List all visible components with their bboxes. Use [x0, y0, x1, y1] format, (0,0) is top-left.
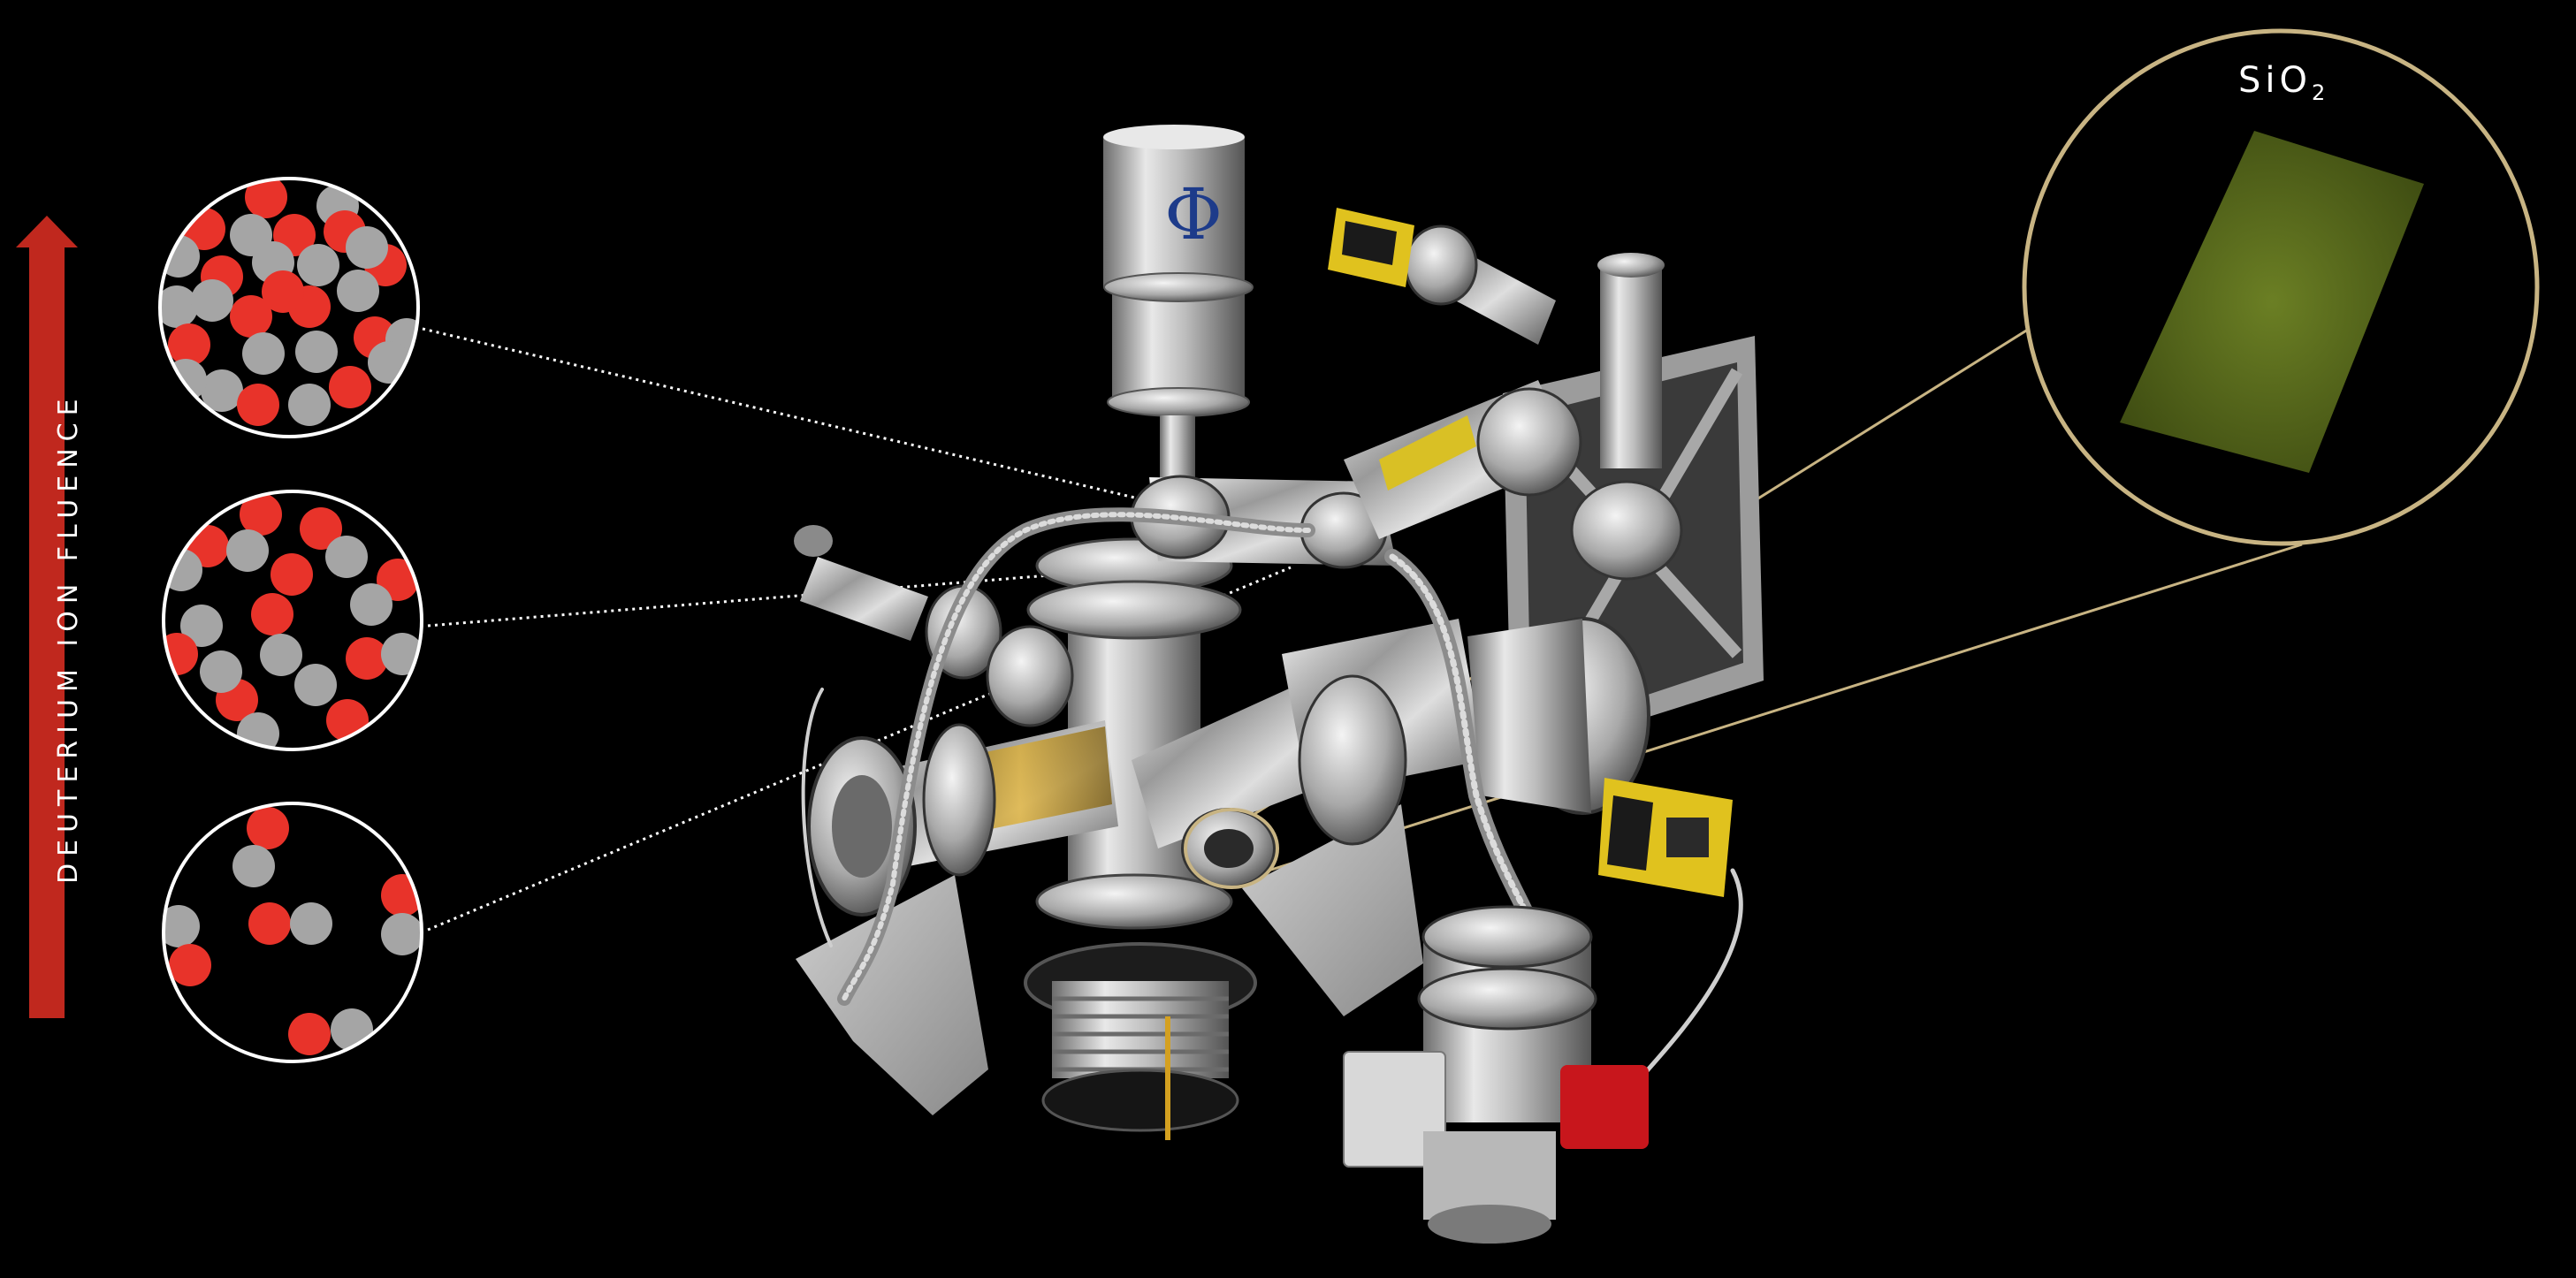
deuterium-atom	[245, 179, 287, 218]
fluence-arrow-head	[16, 216, 78, 247]
deuterium-atom	[237, 384, 279, 426]
lattice-atom	[346, 226, 388, 269]
sample-leader-lower	[1268, 543, 2303, 872]
view-port	[1132, 672, 1344, 889]
vacuum-chamber-apparatus: Φ	[794, 125, 1764, 1244]
lattice-atom	[290, 902, 332, 945]
lattice-atom	[164, 359, 207, 401]
sample-formula: SiO	[2238, 60, 2312, 101]
lattice-atom	[295, 331, 338, 373]
lattice-atom	[242, 332, 285, 375]
gauge-controller-right	[1598, 778, 1733, 897]
atom-circle-high-fluence	[158, 177, 420, 438]
turbo-pump	[1343, 905, 1649, 1244]
upper-manifold	[1130, 224, 1683, 581]
deuterium-atom	[168, 323, 210, 366]
deuterium-atom	[377, 559, 419, 601]
deuterium-atom	[169, 944, 211, 986]
lattice-atom	[201, 369, 243, 412]
phi-logo: Φ	[1164, 173, 1223, 255]
gauge-controller-top	[1328, 208, 1414, 287]
deuterium-atom	[251, 593, 293, 635]
deuterium-atom	[262, 270, 304, 313]
sample-formula-subscript: 2	[2312, 80, 2326, 105]
lattice-atom	[325, 536, 368, 578]
left-support-frame	[796, 875, 988, 1115]
left-port-arm	[807, 720, 1118, 917]
deuterium-atom	[288, 1013, 331, 1055]
lattice-atom	[381, 913, 422, 955]
lattice-atom	[297, 244, 339, 286]
lattice-atom	[350, 583, 392, 626]
deuterium-atom	[329, 366, 371, 408]
rotary-stage	[1024, 942, 1257, 1140]
sample-label: SiO2	[2238, 60, 2325, 105]
lattice-atom	[294, 664, 337, 706]
lattice-atom	[200, 650, 242, 693]
atom-circle-medium-fluence	[162, 490, 423, 751]
deuterium-atom	[346, 637, 388, 680]
deuterium-atom	[164, 633, 198, 675]
deuterium-atom	[240, 493, 282, 536]
right-cross-chamber	[1282, 617, 1650, 846]
fluence-arrow	[16, 216, 78, 1018]
deuterium-atom	[230, 295, 272, 338]
lattice-atom	[226, 529, 269, 572]
center-support-frame	[1242, 804, 1423, 1016]
deuterium-atom	[271, 553, 313, 596]
lattice-atom	[260, 634, 302, 676]
fluence-arrow-shaft	[29, 240, 65, 1018]
deuterium-atom	[300, 507, 342, 550]
sample-magnifier	[2022, 28, 2540, 546]
ion-gun-cylinder: Φ	[1103, 125, 1254, 495]
sio2-sample	[2120, 131, 2424, 473]
atom-circle-low-fluence	[162, 802, 423, 1063]
deuterium-atom	[247, 807, 289, 849]
deuterium-atom	[248, 902, 291, 945]
lattice-atom	[368, 341, 410, 384]
lattice-atom	[160, 285, 198, 328]
lattice-atom	[337, 270, 379, 312]
lattice-atom	[232, 845, 275, 887]
lattice-atom	[191, 279, 233, 322]
deuterium-atom	[326, 699, 369, 742]
fluence-axis-label: DEUTERIUM ION FLUENCE	[53, 392, 84, 884]
lattice-atom	[331, 1008, 373, 1051]
lattice-atom	[164, 905, 200, 947]
lattice-atom	[288, 384, 331, 426]
lattice-atom	[180, 605, 223, 647]
